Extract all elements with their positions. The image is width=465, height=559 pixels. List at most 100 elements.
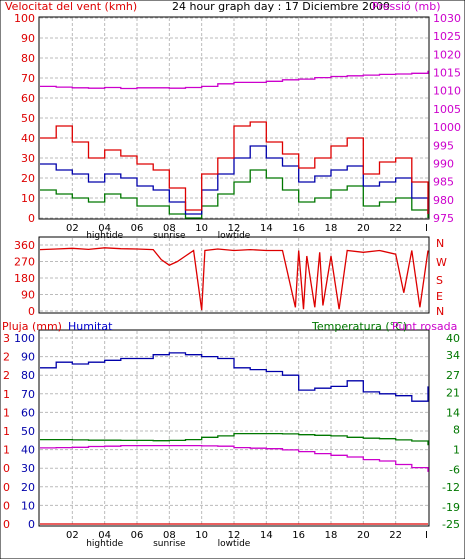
rain-tick-label: 0 [3,462,10,475]
humidity-tick-label: 100 [14,332,35,345]
humidity-tick-label: 80 [21,369,35,382]
time-tick-label-bottom: 10 [195,530,208,541]
pressure-tick-label: 995 [433,139,454,152]
time-tick-label-bottom: 02 [66,530,79,541]
series-wind-min [40,169,429,219]
temp-tick-label: 40 [446,332,460,345]
top-panel-frame [38,16,430,220]
temp-tick-label: 14 [446,406,460,419]
event-label-bottom-hightide: hightide [86,539,123,549]
wind-tick-label: 0 [28,212,35,225]
wind-tick-label: 60 [21,92,35,105]
rain-tick-label: 1 [3,444,10,457]
wind-tick-label: 100 [14,12,35,25]
series-humidity [40,352,429,402]
humidity-tick-label: 10 [21,499,35,512]
humidity-tick-label: 60 [21,406,35,419]
time-tick-label: 06 [131,223,144,234]
time-tick-label: 10 [195,223,208,234]
wind-tick-label: 70 [21,72,35,85]
temp-tick-label: 34 [446,349,460,362]
time-tick-label: 20 [357,223,370,234]
temp-tick-label: 27 [446,369,460,382]
time-end-label-bottom: I [425,530,428,541]
wind-tick-label: 80 [21,52,35,65]
temperature-label: Temperatura (°C) [311,320,407,333]
time-tick-label-bottom: 16 [292,530,305,541]
wind-tick-label: 30 [21,152,35,165]
time-tick-label-bottom: 20 [357,530,370,541]
rain-tick-label: 1 [3,425,10,438]
pressure-tick-label: 1010 [433,85,461,98]
pressure-tick-label: 1005 [433,103,461,116]
time-tick-label: 02 [66,223,79,234]
series-dewpoint [40,444,429,472]
dir-label-s: S [436,274,443,287]
pressure-tick-label: 1020 [433,48,461,61]
temp-tick-label: -25 [442,518,460,531]
humidity-tick-label: 20 [21,481,35,494]
rain-tick-label: 2 [3,351,10,364]
pressure-tick-label: 980 [433,194,454,207]
direction-panel-frame [38,236,430,314]
pressure-tick-label: 1015 [433,67,461,80]
temp-tick-label: 21 [446,386,460,399]
rain-tick-label: 1 [3,406,10,419]
humidity-tick-label: 90 [21,351,35,364]
time-tick-label: 22 [389,223,402,234]
series-wind-gust [40,121,429,214]
wind-tick-label: 50 [21,112,35,125]
rain-tick-label: 2 [3,369,10,382]
humidity-tick-label: 0 [28,518,35,531]
temp-tick-label: -6 [449,464,460,477]
dir-label-e: E [436,290,443,303]
direction-tick-label: 360 [14,239,35,252]
pressure-tick-label: 990 [433,157,454,170]
pressure-tick-label: 1030 [433,12,461,25]
time-tick-label-bottom: 14 [260,530,273,541]
temp-tick-label: 1 [453,444,460,457]
wind-tick-label: 10 [21,192,35,205]
time-tick-label: 04 [98,223,111,234]
rain-tick-label: 3 [3,332,10,345]
direction-tick-label: 0 [28,305,35,318]
direction-tick-label: 180 [14,272,35,285]
rain-tick-label: 1 [3,388,10,401]
direction-tick-label: 270 [14,256,35,269]
dir-label-w: W [436,256,447,269]
time-tick-label: 08 [163,223,176,234]
time-end-label: I [425,223,428,234]
temp-tick-label: 8 [453,424,460,437]
pressure-tick-label: 975 [433,212,454,225]
series-wind-direction [39,247,429,311]
rain-label: Pluja (mm) [2,320,62,333]
wind-tick-label: 20 [21,172,35,185]
rain-tick-label: 0 [3,481,10,494]
time-tick-label-bottom: 12 [228,530,241,541]
rain-tick-label: 0 [3,518,10,531]
time-tick-label: 18 [325,223,338,234]
event-label-bottom-sunrise: sunrise [153,539,186,549]
dir-label-n-top: N [436,237,444,250]
humidity-tick-label: 30 [21,462,35,475]
humidity-tick-label: 50 [21,425,35,438]
wind-tick-label: 90 [21,32,35,45]
humidity-tick-label: 70 [21,388,35,401]
event-label-lowtide: lowtide [218,231,251,241]
pressure-tick-label: 985 [433,176,454,189]
humidity-tick-label: 40 [21,444,35,457]
direction-tick-label: 90 [21,289,35,302]
dir-label-n-bottom: N [436,305,444,318]
series-pressure [40,70,429,90]
humidity-label: Humitat [68,320,113,333]
temp-tick-label: -19 [442,501,460,514]
event-label-bottom-lowtide: lowtide [218,539,251,549]
wind-tick-label: 40 [21,132,35,145]
time-tick-label-bottom: 08 [163,530,176,541]
pressure-tick-label: 1025 [433,30,461,43]
time-tick-label-bottom: 22 [389,530,402,541]
wind-title: Velocitat del vent (kmh) [5,0,137,13]
time-tick-label-bottom: 18 [325,530,338,541]
dewpoint-label: Punt rosada [392,320,457,333]
